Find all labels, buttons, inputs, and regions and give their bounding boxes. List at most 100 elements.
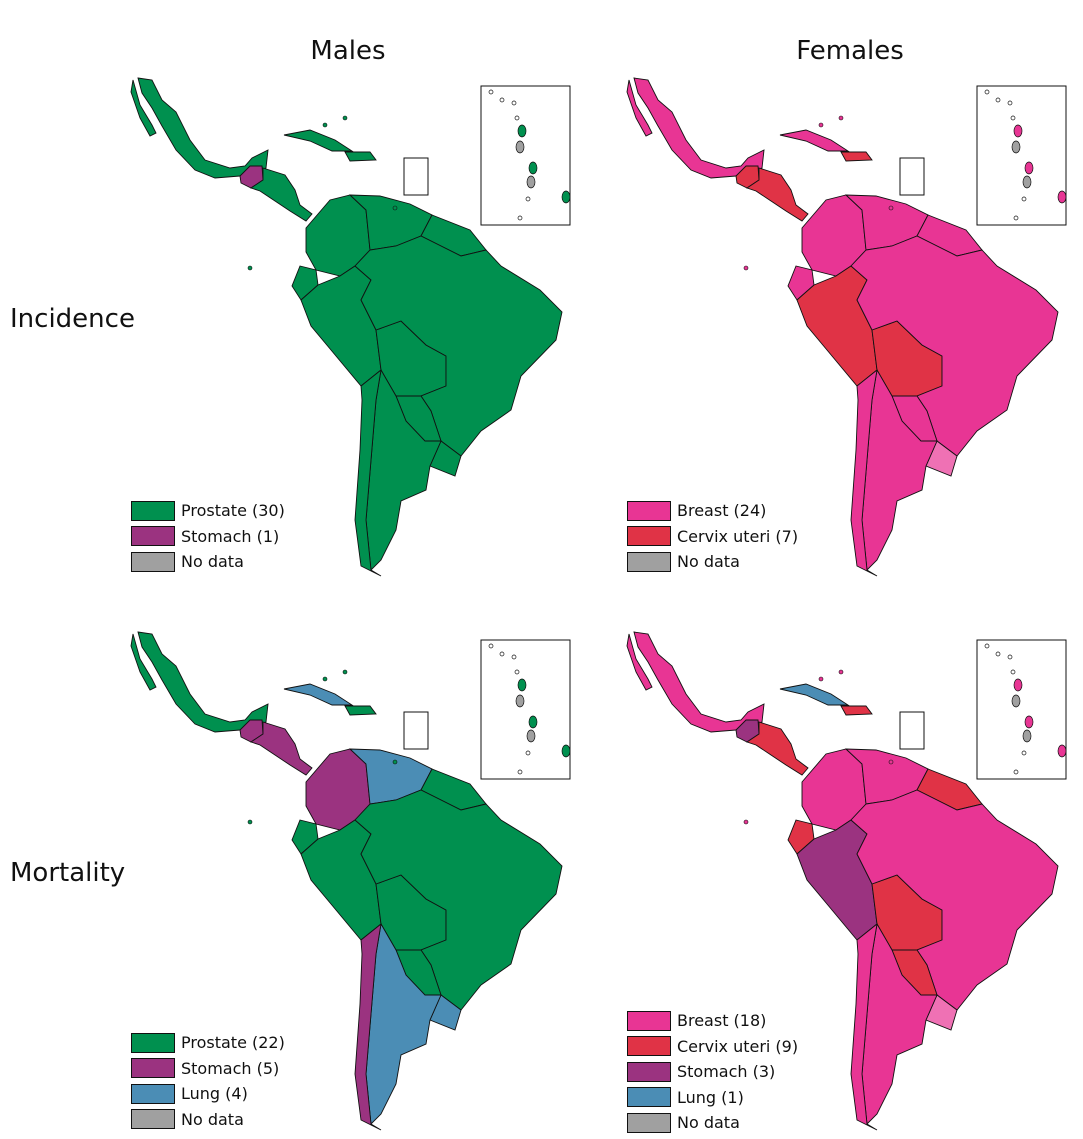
island [1057,190,1067,204]
island [1011,140,1021,154]
map-panel-females-mortality [626,631,1067,1131]
island [322,676,328,682]
legend-label: Lung (4) [181,1084,248,1104]
row-title-incidence: Incidence [10,304,135,334]
island [838,115,844,121]
region-chile [850,922,878,1131]
legend-item: Lung (4) [131,1081,285,1107]
legend-females-incidence: Breast (24) Cervix uteri (7) No data [627,498,798,575]
legend-swatch [131,551,175,572]
region-mexico [137,631,269,733]
legend-label: Breast (24) [677,501,767,521]
legend-swatch [627,1010,671,1031]
island [984,643,990,649]
row-title-mortality: Mortality [10,858,126,888]
legend-item: No data [131,549,285,575]
region-mexico [130,633,157,691]
legend-item: Lung (1) [627,1085,798,1111]
legend-label: No data [677,1113,740,1133]
lesser-antilles-inset [480,639,571,780]
island [1022,175,1032,189]
legend-label: Stomach (3) [677,1062,776,1082]
lesser-antilles-inset [976,639,1067,780]
island [561,744,571,758]
legend-label: Breast (18) [677,1011,767,1031]
island [888,759,894,765]
legend-swatch [131,1109,175,1130]
inset-locator-box [403,157,429,196]
island [1021,196,1027,202]
legend-males-incidence: Prostate (30) Stomach (1) No data [131,498,285,575]
region-mexico [626,633,653,691]
island [525,196,531,202]
island [488,643,494,649]
lesser-antilles-inset [976,85,1067,226]
island [517,124,527,138]
island [995,651,1001,657]
region-cuba [283,129,354,152]
island [526,175,536,189]
legend-item: Stomach (5) [131,1056,285,1082]
island [1022,729,1032,743]
island [1024,161,1034,175]
island [514,115,520,121]
legend-label: Prostate (22) [181,1033,285,1053]
column-title-males: Males [310,36,386,66]
island [515,140,525,154]
island [528,715,538,729]
island [342,115,348,121]
island [1007,654,1013,660]
region-hispaniola [840,705,873,716]
island [818,122,824,128]
region-mexico [633,631,765,733]
region-cuba [283,683,354,706]
legend-label: Lung (1) [677,1087,744,1107]
region-central_america [249,721,313,776]
region-hispaniola [344,705,377,716]
region-mexico [633,77,765,179]
legend-label: Cervix uteri (7) [677,526,799,546]
island [561,190,571,204]
island [247,819,253,825]
column-title-females: Females [796,36,904,66]
legend-swatch [627,500,671,521]
legend-swatch [627,551,671,572]
legend-swatch [627,1061,671,1082]
island [517,769,523,775]
region-mexico [137,77,269,179]
island [525,750,531,756]
legend-swatch [627,1087,671,1108]
island [511,100,517,106]
island [392,205,398,211]
region-brazil [850,235,1059,457]
legend-item: No data [627,1110,798,1136]
legend-swatch [627,1036,671,1057]
island [517,215,523,221]
island [995,97,1001,103]
island [1024,715,1034,729]
island [838,669,844,675]
legend-item: No data [627,549,798,575]
legend-males-mortality: Prostate (22) Stomach (5) Lung (4) No data [131,1030,285,1132]
lesser-antilles-inset [480,85,571,226]
island [1011,694,1021,708]
region-hispaniola [840,151,873,162]
region-brazil [354,235,563,457]
island [517,678,527,692]
region-central_america [745,167,809,222]
legend-swatch [131,1058,175,1079]
island [1013,678,1023,692]
region-central_america [249,167,313,222]
island [342,669,348,675]
region-hispaniola [344,151,377,162]
island [818,676,824,682]
island [1010,115,1016,121]
legend-label: Stomach (5) [181,1058,280,1078]
legend-item: Stomach (3) [627,1059,798,1085]
island [488,89,494,95]
island [392,759,398,765]
region-brazil [354,789,563,1011]
legend-item: Prostate (30) [131,498,285,524]
legend-females-mortality: Breast (18) Cervix uteri (9) Stomach (3) Lu… [627,1008,798,1136]
